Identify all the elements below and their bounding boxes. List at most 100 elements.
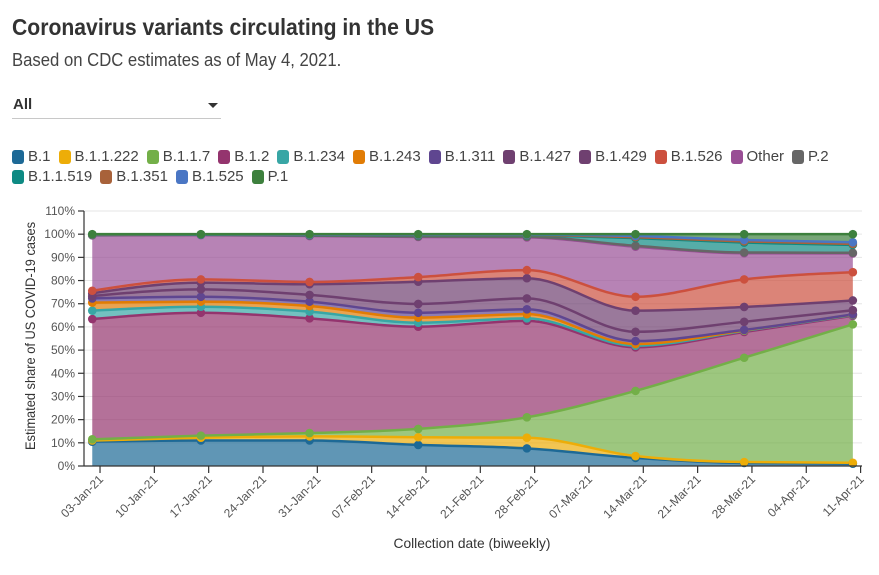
point-b-1-1-222[interactable] <box>522 433 532 443</box>
point-b-1-429[interactable] <box>631 306 640 315</box>
legend-item-b-1-234[interactable]: B.1.234 <box>277 147 345 167</box>
y-tick-label: 10% <box>51 436 75 450</box>
point-b-1-1-222[interactable] <box>631 451 640 461</box>
point-b-1-526[interactable] <box>631 292 640 302</box>
point-p-1[interactable] <box>739 229 749 239</box>
legend-item-p-1[interactable]: P.1 <box>251 167 288 187</box>
point-b-1-311[interactable] <box>413 308 423 318</box>
area-b-1-243[interactable] <box>92 301 853 346</box>
area-b-1-2[interactable] <box>92 312 853 440</box>
point-p-1[interactable] <box>522 229 532 239</box>
point-p-2[interactable] <box>631 241 640 251</box>
legend-item-other[interactable]: Other <box>730 147 784 167</box>
legend-item-b-1-1-519[interactable]: B.1.1.519 <box>12 167 92 187</box>
point-b-1-526[interactable] <box>413 272 423 282</box>
point-b-1-526[interactable] <box>522 265 532 275</box>
point-p-1[interactable] <box>413 229 423 239</box>
legend-label: B.1.1.222 <box>74 148 139 165</box>
y-tick-label: 60% <box>51 320 75 334</box>
legend-item-b-1-243[interactable]: B.1.243 <box>353 147 421 167</box>
point-p-1[interactable] <box>631 229 640 239</box>
point-p-2[interactable] <box>739 248 749 257</box>
point-b-1-1-7[interactable] <box>87 435 97 444</box>
legend-swatch <box>730 150 743 164</box>
x-tick-label: 07-Feb-21 <box>329 472 378 521</box>
point-b-1-2[interactable] <box>196 308 206 318</box>
point-b-1-526[interactable] <box>305 277 314 287</box>
legend-item-b-1-525[interactable]: B.1.525 <box>175 167 244 187</box>
point-b-1-526[interactable] <box>739 275 749 284</box>
point-b-1-526[interactable] <box>848 267 858 277</box>
point-b-1-427[interactable] <box>631 327 640 337</box>
variant-filter-dropdown[interactable]: All <box>12 92 221 119</box>
legend-item-b-1-429[interactable]: B.1.429 <box>579 147 647 167</box>
legend-label: B.1.1.519 <box>28 168 93 185</box>
point-b-1-427[interactable] <box>413 299 423 309</box>
point-b-1-1-222[interactable] <box>413 432 423 442</box>
x-tick-label: 10-Jan-21 <box>112 472 160 520</box>
point-b-1-427[interactable] <box>848 305 858 315</box>
point-b-1-526[interactable] <box>196 275 206 284</box>
point-b-1-427[interactable] <box>305 290 314 300</box>
area-b-1-234[interactable] <box>92 306 853 348</box>
point-b-1-526[interactable] <box>87 286 97 296</box>
filter-selected-value: All <box>13 96 33 113</box>
legend-item-p-2[interactable]: P.2 <box>792 147 829 167</box>
point-b-1-1-7[interactable] <box>305 428 314 438</box>
x-tick-label: 24-Jan-21 <box>221 472 269 520</box>
point-b-1[interactable] <box>522 444 532 453</box>
point-b-1-1-222[interactable] <box>739 457 749 467</box>
point-b-1-2[interactable] <box>87 314 97 324</box>
y-tick-label: 20% <box>51 413 75 427</box>
point-p-1[interactable] <box>848 229 858 239</box>
point-b-1-311[interactable] <box>305 297 314 306</box>
legend-item-b-1-311[interactable]: B.1.311 <box>428 147 495 167</box>
point-b-1-427[interactable] <box>196 285 206 294</box>
legend-item-b-1[interactable]: B.1 <box>12 147 51 167</box>
point-b-1-1-7[interactable] <box>196 431 206 440</box>
point-b-1-1-7[interactable] <box>413 424 423 434</box>
legend-label: B.1.234 <box>293 148 346 165</box>
legend-item-b-1-526[interactable]: B.1.526 <box>654 147 723 167</box>
point-b-1-525[interactable] <box>848 238 858 247</box>
x-tick-label: 07-Mar-21 <box>546 472 595 521</box>
y-tick-label: 30% <box>51 389 75 403</box>
point-b-1-427[interactable] <box>739 317 749 327</box>
area-b-1-427[interactable] <box>92 289 853 342</box>
legend-item-b-1-1-222[interactable]: B.1.1.222 <box>58 147 139 167</box>
point-b-1-1-7[interactable] <box>848 320 858 329</box>
legend-item-b-1-1-7[interactable]: B.1.1.7 <box>146 147 210 167</box>
point-b-1-1-7[interactable] <box>522 413 532 422</box>
point-b-1-311[interactable] <box>739 325 749 335</box>
point-p-1[interactable] <box>305 229 314 239</box>
point-b-1-427[interactable] <box>522 294 532 303</box>
area-b-1-1-7[interactable] <box>92 324 853 463</box>
point-b-1-311[interactable] <box>631 336 640 346</box>
chart-subtitle: Based on CDC estimates as of May 4, 2021… <box>12 50 342 70</box>
point-b-1-1-222[interactable] <box>848 458 858 468</box>
point-p-1[interactable] <box>196 229 206 239</box>
point-b-1-429[interactable] <box>522 273 532 283</box>
legend-swatch <box>58 150 71 164</box>
area-b-1-526[interactable] <box>92 270 853 311</box>
area-b-1[interactable] <box>92 440 853 467</box>
point-b-1-1-7[interactable] <box>631 386 640 396</box>
point-b-1-2[interactable] <box>305 314 314 323</box>
point-b-1-311[interactable] <box>522 304 532 314</box>
area-b-1-429[interactable] <box>92 278 853 332</box>
caret-down-icon[interactable] <box>208 103 218 108</box>
legend-item-b-1-2[interactable]: B.1.2 <box>218 147 269 167</box>
point-b-1-429[interactable] <box>739 302 749 312</box>
legend-item-b-1-351[interactable]: B.1.351 <box>100 167 168 187</box>
point-p-1[interactable] <box>87 229 97 239</box>
point-b-1-1-7[interactable] <box>739 353 749 363</box>
point-p-2[interactable] <box>848 248 858 258</box>
legend-item-b-1-427[interactable]: B.1.427 <box>503 147 571 167</box>
y-tick-label: 40% <box>51 366 75 380</box>
point-b-1-234[interactable] <box>87 306 97 315</box>
point-b-1-311[interactable] <box>196 292 206 302</box>
point-b-1-429[interactable] <box>848 296 858 305</box>
legend-swatch <box>251 170 264 184</box>
point-b-1[interactable] <box>413 440 423 450</box>
legend-swatch <box>654 150 667 164</box>
